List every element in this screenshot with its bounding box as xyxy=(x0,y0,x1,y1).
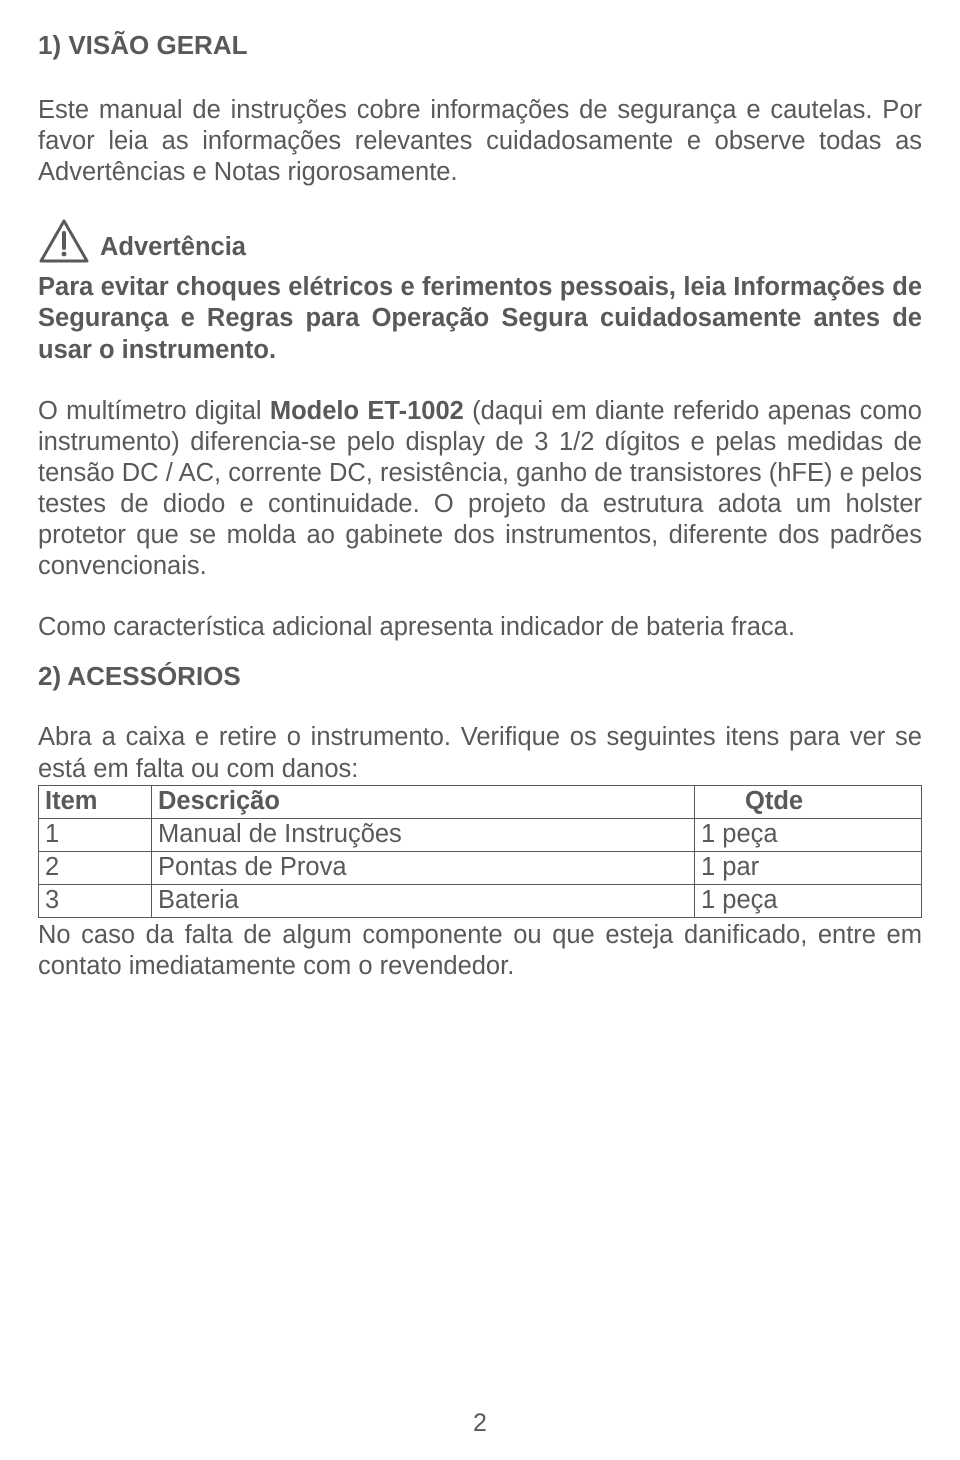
section2-heading: 2) ACESSÓRIOS xyxy=(38,661,922,692)
cell-item: 2 xyxy=(39,851,152,884)
cell-item: 3 xyxy=(39,884,152,917)
warning-body: Para evitar choques elétricos e feriment… xyxy=(38,272,922,365)
cell-desc: Bateria xyxy=(152,884,695,917)
section2-footer: No caso da falta de algum componente ou … xyxy=(38,920,922,982)
table-row: 3 Bateria 1 peça xyxy=(39,884,922,917)
accessories-table: Item Descrição Qtde 1 Manual de Instruçõ… xyxy=(38,785,922,918)
cell-desc: Manual de Instruções xyxy=(152,818,695,851)
cell-item: 1 xyxy=(39,818,152,851)
body-model: Modelo ET-1002 xyxy=(270,397,464,425)
table-row: 2 Pontas de Prova 1 par xyxy=(39,851,922,884)
th-qtde: Qtde xyxy=(695,785,922,818)
th-desc: Descrição xyxy=(152,785,695,818)
cell-qtde: 1 peça xyxy=(695,884,922,917)
cell-qtde: 1 peça xyxy=(695,818,922,851)
table-header-row: Item Descrição Qtde xyxy=(39,785,922,818)
section2-intro: Abra a caixa e retire o instrumento. Ver… xyxy=(38,722,922,784)
section1-extra: Como característica adicional apresenta … xyxy=(38,612,922,643)
warning-triangle-icon xyxy=(38,218,90,264)
section1-intro: Este manual de instruções cobre informaç… xyxy=(38,95,922,188)
manual-page: 1) VISÃO GERAL Este manual de instruções… xyxy=(0,0,960,1460)
th-item: Item xyxy=(39,785,152,818)
cell-desc: Pontas de Prova xyxy=(152,851,695,884)
warning-label: Advertência xyxy=(100,235,246,265)
section1-body: O multímetro digital Modelo ET-1002 (daq… xyxy=(38,396,922,583)
table-row: 1 Manual de Instruções 1 peça xyxy=(39,818,922,851)
warning-block: Advertência xyxy=(38,218,922,264)
section1-heading: 1) VISÃO GERAL xyxy=(38,30,922,61)
body-pre: O multímetro digital xyxy=(38,397,270,425)
page-number: 2 xyxy=(0,1409,960,1438)
cell-qtde: 1 par xyxy=(695,851,922,884)
